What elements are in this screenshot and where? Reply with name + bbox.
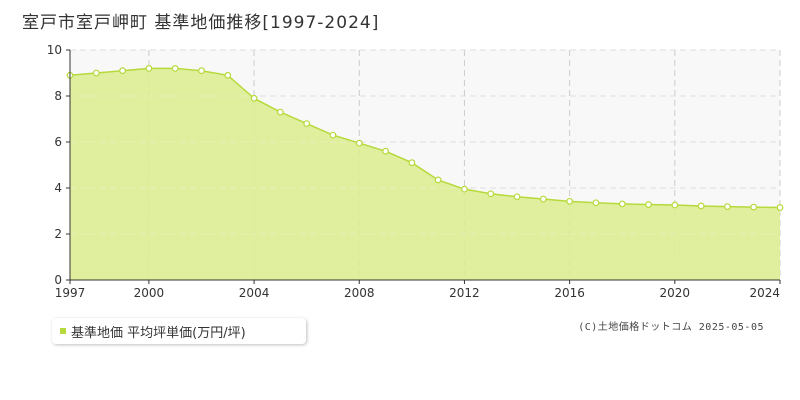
data-point — [224, 71, 232, 79]
credit-text: (C)土地価格ドットコム 2025-05-05 — [578, 322, 764, 333]
data-point — [171, 64, 179, 72]
x-tick-label: 2016 — [554, 286, 585, 300]
legend: 基準地価 平均坪単価(万円/坪) — [52, 318, 306, 344]
data-point — [645, 201, 652, 208]
data-point — [250, 94, 258, 102]
data-point — [276, 108, 284, 116]
data-point — [382, 147, 389, 155]
y-tick-label: 4 — [54, 181, 62, 195]
series-line — [69, 67, 781, 209]
data-point — [145, 64, 153, 72]
data-point — [92, 69, 100, 77]
data-point — [513, 193, 521, 201]
y-tick-label: 2 — [54, 227, 62, 241]
axes — [66, 49, 781, 284]
legend-label: 基準地価 平均坪単価(万円/坪) — [71, 325, 246, 341]
data-point — [671, 201, 679, 209]
data-point — [697, 202, 705, 210]
y-tick-label: 10 — [47, 43, 62, 57]
y-tick-label: 8 — [54, 89, 62, 103]
page-title: 室戸市室戸岬町 基準地価推移[1997-2024] — [22, 13, 380, 33]
data-point — [119, 67, 126, 75]
x-tick-label: 2020 — [660, 286, 691, 300]
x-tick-label: 2000 — [134, 286, 165, 300]
y-tick-label: 6 — [54, 135, 62, 149]
x-tick-label: 2004 — [239, 286, 270, 300]
data-point — [592, 199, 600, 207]
data-point — [539, 195, 547, 203]
data-point — [329, 131, 337, 139]
x-tick-label: 2024 — [749, 286, 780, 300]
y-tick-label: 0 — [54, 273, 62, 287]
data-point — [355, 139, 363, 147]
area-series — [69, 49, 781, 281]
x-tick-label: 2012 — [449, 286, 480, 300]
data-point — [198, 67, 205, 75]
y-tick-labels: 0 2 4 6 8 10 — [47, 43, 62, 287]
data-point — [434, 176, 442, 184]
x-tick-label: 2008 — [344, 286, 375, 300]
data-point — [776, 204, 784, 211]
area-fill — [70, 68, 780, 281]
data-point — [618, 200, 626, 208]
data-point — [724, 203, 731, 211]
x-tick-labels: 1997 2000 2004 2008 2012 2016 2020 2024 — [55, 286, 780, 300]
legend-swatch — [60, 328, 66, 334]
data-markers — [66, 64, 784, 211]
data-point — [461, 185, 468, 193]
data-point — [487, 190, 495, 198]
x-tick-label: 1997 — [55, 286, 86, 300]
data-point — [566, 197, 574, 205]
data-point — [408, 159, 416, 167]
data-point — [750, 203, 758, 211]
data-point — [303, 120, 311, 127]
